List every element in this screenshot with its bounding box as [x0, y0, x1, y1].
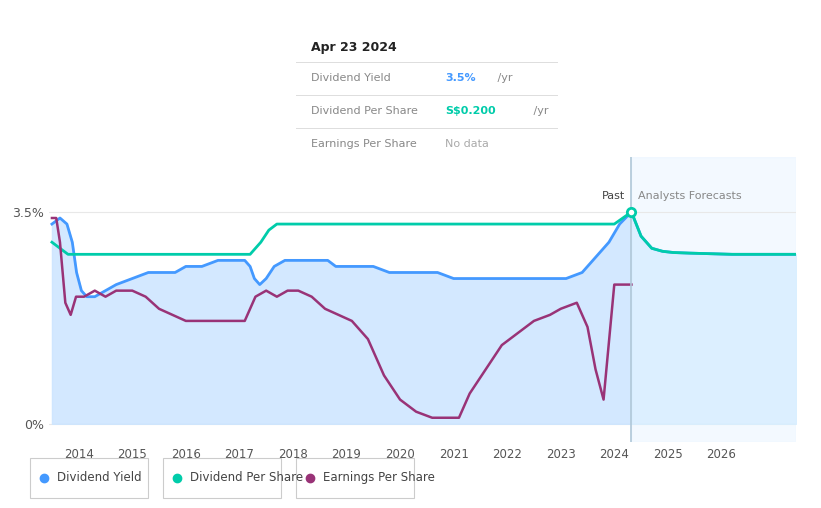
Text: Dividend Yield: Dividend Yield [311, 74, 391, 83]
Text: S$0.200: S$0.200 [445, 107, 496, 116]
Text: Past: Past [602, 191, 625, 201]
Bar [631, 157, 796, 442]
Text: 3.5%: 3.5% [445, 74, 476, 83]
Text: Earnings Per Share: Earnings Per Share [311, 139, 417, 149]
FancyBboxPatch shape [163, 458, 281, 498]
Text: /yr: /yr [530, 107, 548, 116]
Text: Dividend Yield: Dividend Yield [57, 471, 141, 484]
Text: /yr: /yr [493, 74, 512, 83]
Text: Dividend Per Share: Dividend Per Share [311, 107, 418, 116]
Text: Apr 23 2024: Apr 23 2024 [311, 41, 397, 54]
Text: Dividend Per Share: Dividend Per Share [190, 471, 303, 484]
Text: Analysts Forecasts: Analysts Forecasts [638, 191, 741, 201]
Text: No data: No data [445, 139, 489, 149]
Text: Earnings Per Share: Earnings Per Share [323, 471, 434, 484]
FancyBboxPatch shape [296, 458, 414, 498]
FancyBboxPatch shape [30, 458, 148, 498]
